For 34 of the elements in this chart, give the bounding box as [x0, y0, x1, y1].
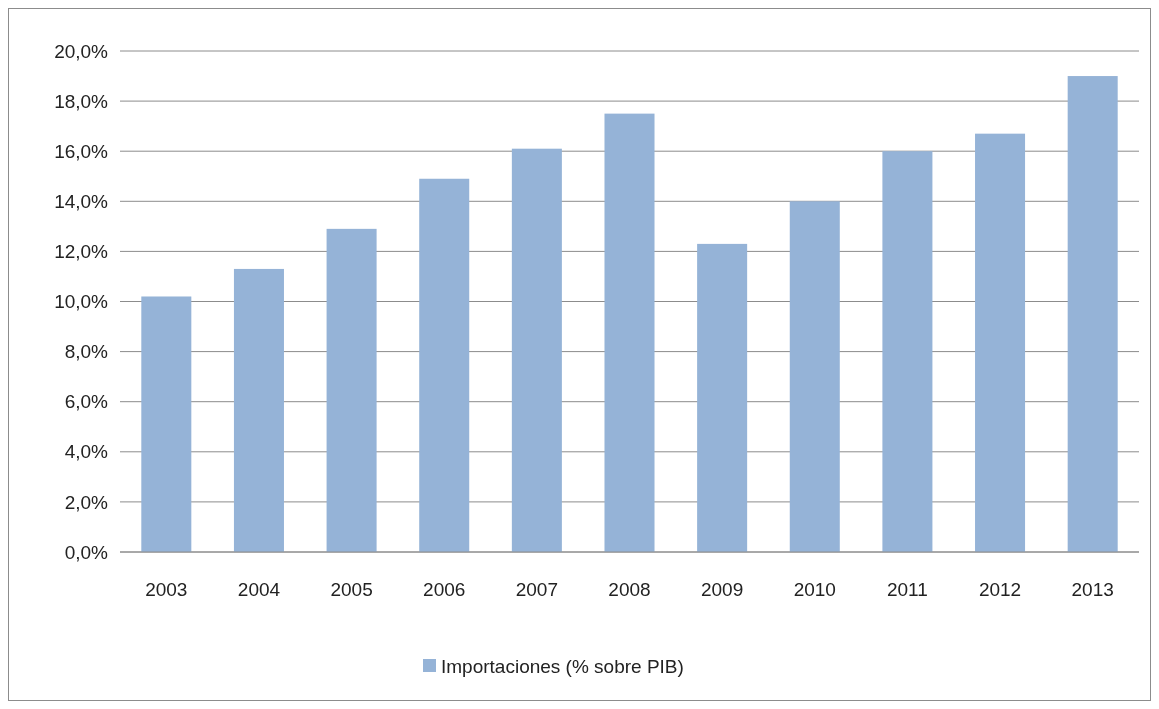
y-tick-label: 12,0%	[54, 241, 109, 263]
y-tick-label: 18,0%	[54, 90, 109, 112]
x-tick-label: 2008	[608, 579, 651, 600]
bar	[604, 113, 655, 552]
y-tick-label: 10,0%	[54, 291, 109, 313]
x-tick-label: 2009	[701, 579, 744, 600]
y-tick-label: 0,0%	[64, 541, 109, 563]
bar	[697, 243, 748, 552]
bar	[789, 201, 840, 552]
x-tick-label: 2012	[978, 579, 1022, 600]
bar	[882, 151, 933, 552]
y-tick-label: 4,0%	[64, 441, 109, 463]
x-tick-label: 2006	[423, 579, 466, 600]
bar	[1067, 76, 1118, 552]
x-tick-label: 2004	[237, 579, 281, 600]
y-tick-label: 6,0%	[64, 391, 109, 413]
y-tick-label: 16,0%	[54, 140, 109, 162]
y-tick-label: 8,0%	[64, 341, 109, 363]
bar	[975, 133, 1026, 552]
y-tick-label: 2,0%	[64, 491, 109, 513]
y-tick-label: 14,0%	[54, 190, 109, 212]
legend-label: Importaciones (% sobre PIB)	[441, 655, 684, 677]
x-tick-label: 2011	[886, 579, 928, 600]
x-tick-label: 2007	[515, 579, 558, 600]
bar	[419, 178, 470, 552]
x-tick-label: 2010	[793, 579, 836, 600]
bar	[511, 148, 562, 552]
bar	[141, 296, 192, 552]
x-tick-label: 2003	[145, 579, 188, 600]
bar	[233, 268, 284, 552]
y-tick-label: 20,0%	[54, 40, 109, 62]
bar	[326, 228, 377, 552]
x-tick-label: 2005	[330, 579, 373, 600]
x-tick-label: 2013	[1071, 579, 1114, 600]
